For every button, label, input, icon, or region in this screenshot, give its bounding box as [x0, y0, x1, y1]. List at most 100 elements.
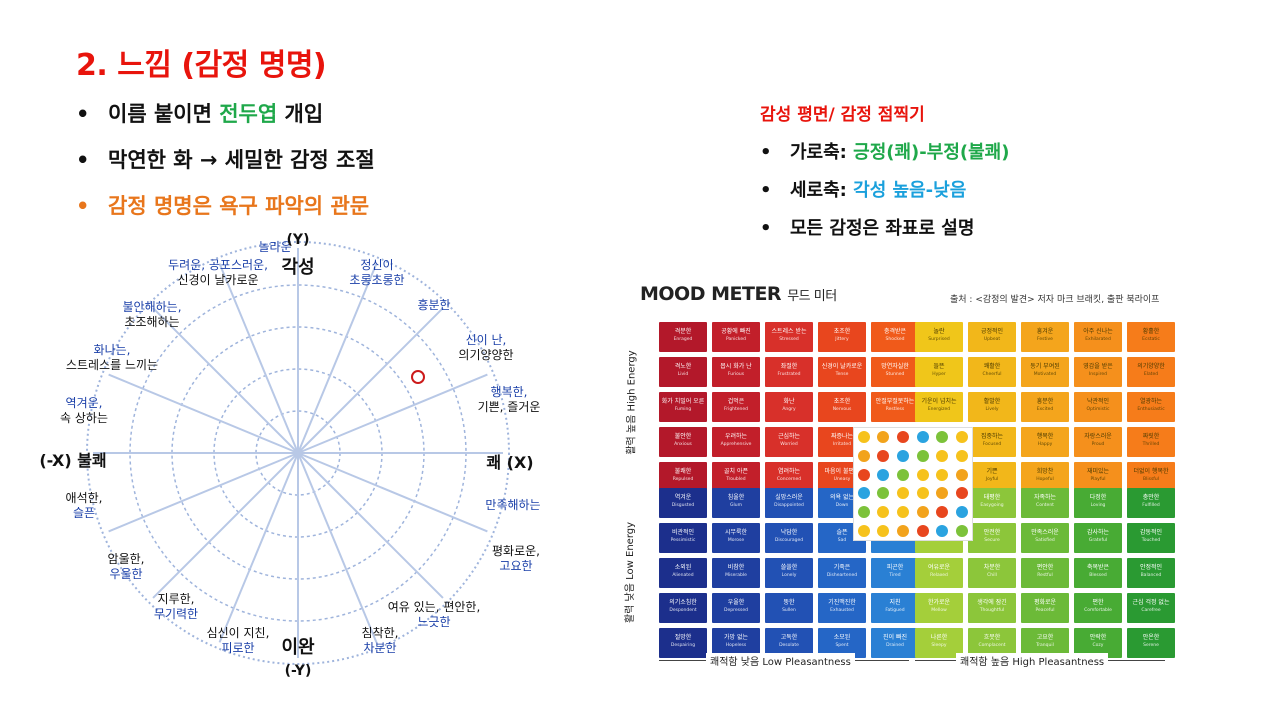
emoji-face-icon — [936, 524, 949, 537]
emotion-label: 두려운, 공포스러운, 신경이 날카로운 — [168, 258, 268, 287]
emoji-face-icon — [936, 487, 949, 500]
mood-cell: 쾌활한 Cheerful — [968, 357, 1016, 387]
mood-cell: 쓸쓸한 Lonely — [765, 558, 813, 588]
outer-dotted-ring — [86, 241, 510, 665]
emoji-face-icon — [916, 505, 929, 518]
spoke-16 — [297, 373, 488, 454]
mood-cell: 한가로운 Mellow — [915, 593, 963, 623]
emoji-face-icon — [956, 431, 969, 444]
spoke-3 — [297, 452, 444, 599]
emotion-label: 흥분한 — [417, 298, 451, 312]
emoji-face-icon — [877, 468, 890, 481]
mood-cell: 기쁜 Joyful — [968, 462, 1016, 492]
mood-cell: 아주 신나는 Exhilarated — [1074, 322, 1122, 352]
mood-cell: 여유로운 Relaxed — [915, 558, 963, 588]
spoke-8 — [108, 452, 299, 533]
mood-cell: 더없이 행복한 Blissful — [1127, 462, 1175, 492]
axis-right-label: 쾌 (X) — [486, 453, 534, 472]
emoji-face-icon — [956, 524, 969, 537]
mood-cell: 골치 아픈 Troubled — [712, 462, 760, 492]
emoji-face-icon — [857, 468, 870, 481]
mood-cell: 태평한 Easygoing — [968, 488, 1016, 518]
axis-bottom-label: 이완 — [281, 637, 315, 658]
spoke-12 — [218, 263, 299, 454]
mood-cell: 흥겨운 Festive — [1021, 322, 1069, 352]
mood-cell: 자랑스러운 Proud — [1074, 427, 1122, 457]
emoji-face-icon — [897, 524, 910, 537]
emoji-face-icon — [956, 449, 969, 462]
mood-cell: 시무룩한 Morose — [712, 523, 760, 553]
left-bullet-3: • 감정 명명은 욕구 파악의 관문 — [76, 194, 370, 218]
mood-cell: 신경이 날카로운 Tense — [818, 357, 866, 387]
marker-circle — [411, 370, 425, 384]
mood-cell: 영감을 받은 Inspired — [1074, 357, 1122, 387]
emoji-face-icon — [916, 468, 929, 481]
emotion-label: 역겨운, 속 상하는 — [60, 396, 108, 425]
side-label-high: 활력 높음 High Energy — [626, 350, 638, 455]
mood-cell: 낙담한 Discouraged — [765, 523, 813, 553]
mood-cell: 불안한 Anxious — [659, 427, 707, 457]
mood-cell: 의기소침한 Despondent — [659, 593, 707, 623]
emoji-face-icon — [877, 449, 890, 462]
mood-cell: 감동적인 Touched — [1127, 523, 1175, 553]
mood-cell: 스트레스 받는 Stressed — [765, 322, 813, 352]
right-heading: 감성 평면/ 감정 점찍기 — [760, 105, 925, 125]
emotion-label: 만족해하는 — [485, 498, 541, 512]
emoji-face-icon — [877, 524, 890, 537]
right-bullet-list: • 가로축: 긍정(쾌)-부정(불쾌) • 세로축: 각성 높음-낮음 • 모든 감정… — [760, 138, 1009, 252]
mood-cell: 비참한 Miserable — [712, 558, 760, 588]
spoke-10 — [108, 373, 299, 454]
axis-neg-y-small: (-Y) — [284, 663, 312, 679]
mood-cell: 행복한 Happy — [1021, 427, 1069, 457]
mood-cell: 감사하는 Grateful — [1074, 523, 1122, 553]
mood-cell: 근심하는 Worried — [765, 427, 813, 457]
spoke-14 — [297, 263, 378, 454]
emoji-face-icon — [897, 487, 910, 500]
emotion-label: 암울한, 우울한 — [107, 552, 145, 581]
mood-cell: 긍정적인 Upbeat — [968, 322, 1016, 352]
emoji-face-icon — [877, 505, 890, 518]
side-label-low: 활력 낮음 Low Energy — [625, 521, 637, 624]
mood-cell: 기운이 넘치는 Energized — [915, 392, 963, 422]
bottom-label-low: 쾌적함 낮음 Low Pleasantness — [706, 653, 855, 668]
emoji-face-icon — [857, 505, 870, 518]
axis-top-label: 각성 — [281, 257, 315, 278]
emotion-label: 여유 있는, 편안한, 느긋한 — [387, 600, 481, 629]
mood-cell: 뚱한 Sullen — [765, 593, 813, 623]
emoji-face-icon — [916, 487, 929, 500]
right-bullet-1: • 가로축: 긍정(쾌)-부정(불쾌) — [760, 142, 1010, 163]
mood-cell: 충만한 Fulfilled — [1127, 488, 1175, 518]
mood-cell: 흥분한 Excited — [1021, 392, 1069, 422]
emoji-face-icon — [897, 449, 910, 462]
emoji-face-icon — [956, 487, 969, 500]
mood-cell: 평화로운 Peaceful — [1021, 593, 1069, 623]
mood-cell: 지친 Fatigued — [871, 593, 919, 623]
emoji-face-icon — [916, 524, 929, 537]
right-bullet-3: • 모든 감정은 좌표로 설명 — [760, 218, 975, 239]
mood-cell: 절망한 Despairing — [659, 628, 707, 658]
emoji-face-icon — [916, 431, 929, 444]
emoji-face-icon — [897, 505, 910, 518]
mood-cell: 황홀한 Ecstatic — [1127, 322, 1175, 352]
emotion-label: 정신이 초롱초롱한 — [349, 258, 405, 287]
mood-cell: 충격받은 Shocked — [871, 322, 919, 352]
emotion-label: 지루한, 무기력한 — [153, 592, 199, 621]
mood-cell: 의기양양한 Elated — [1127, 357, 1175, 387]
mood-cell: 불쾌한 Repulsed — [659, 462, 707, 492]
mood-cell: 집중하는 Focused — [968, 427, 1016, 457]
mood-cell: 역겨운 Disgusted — [659, 488, 707, 518]
mood-cell: 안전한 Secure — [968, 523, 1016, 553]
right-bullet-2: • 세로축: 각성 높음-낮음 — [760, 180, 967, 201]
mood-cell: 생각에 잠긴 Thoughtful — [968, 593, 1016, 623]
emoji-face-icon — [936, 431, 949, 444]
mood-cell: 염려하는 Concerned — [765, 462, 813, 492]
emoji-face-icon — [897, 468, 910, 481]
mood-cell: 안정적인 Balanced — [1127, 558, 1175, 588]
mood-cell: 다정한 Loving — [1074, 488, 1122, 518]
mood-cell: 격분한 Enraged — [659, 322, 707, 352]
emotion-label: 침착한, 차분한 — [361, 626, 399, 655]
emoji-face-icon — [877, 431, 890, 444]
mood-cell: 진이 빠진 Drained — [871, 628, 919, 658]
mood-cell: 실망스러운 Disappointed — [765, 488, 813, 518]
mood-cell: 기진맥진한 Exhausted — [818, 593, 866, 623]
